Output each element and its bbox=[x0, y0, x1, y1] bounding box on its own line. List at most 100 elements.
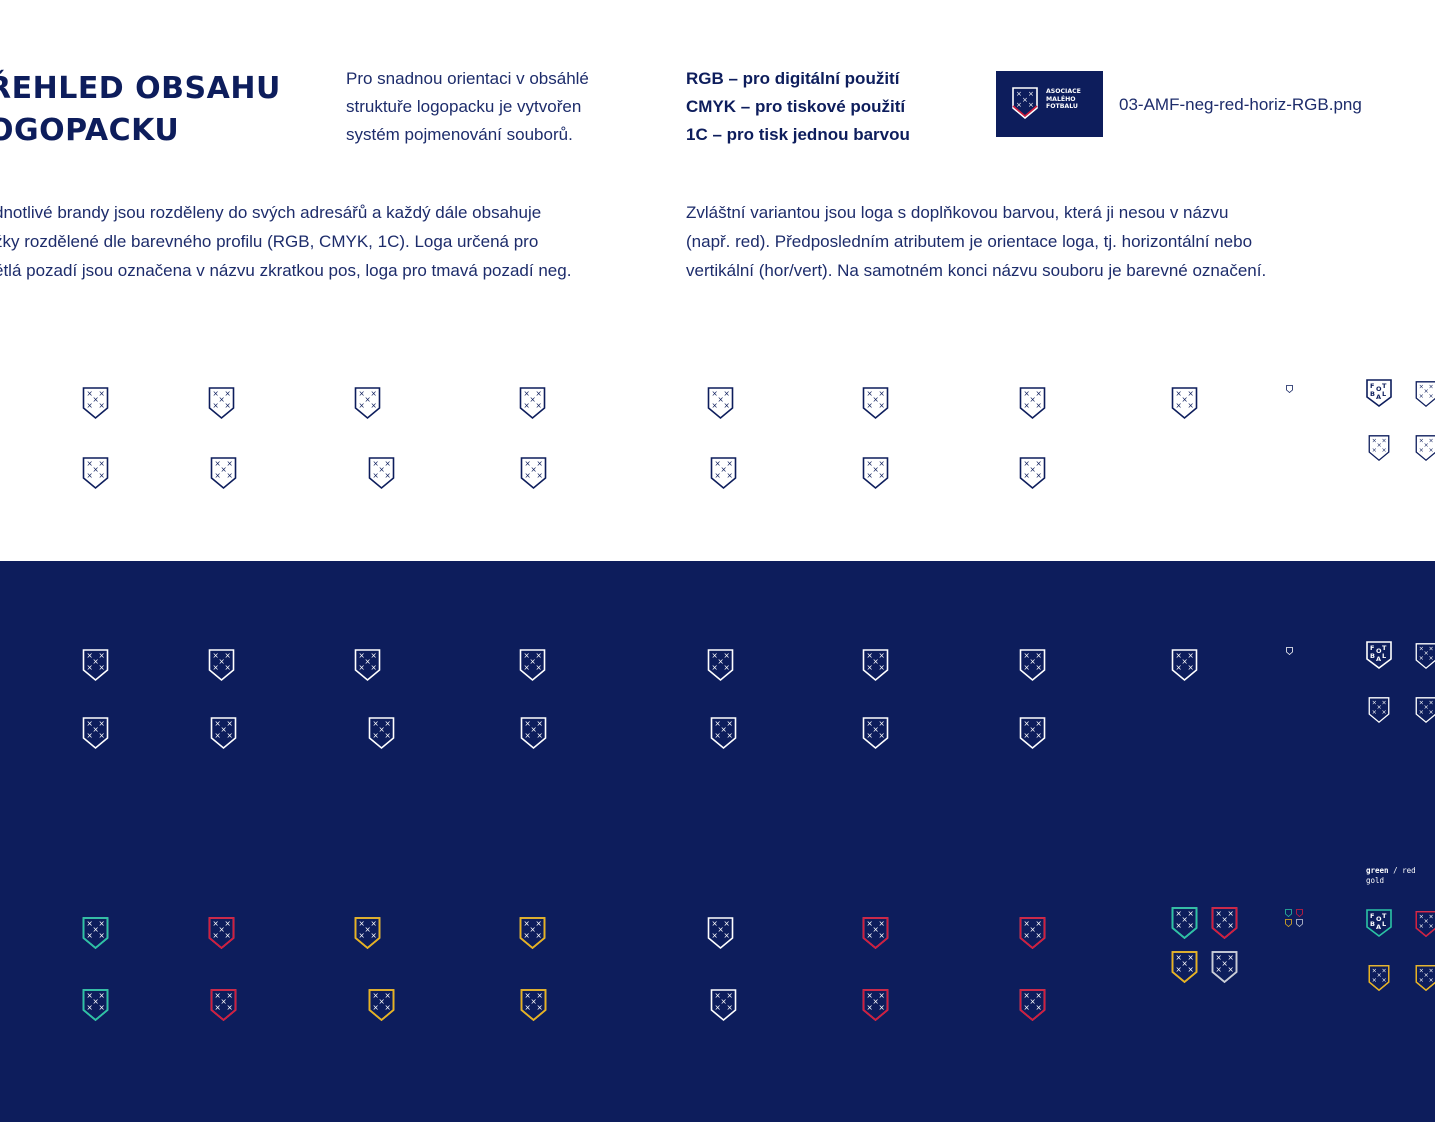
svg-text:×: × bbox=[373, 459, 379, 468]
svg-text:×: × bbox=[1036, 931, 1042, 940]
svg-text:×: × bbox=[215, 991, 221, 1000]
svg-text:T: T bbox=[1382, 644, 1387, 652]
page-title: ŘEHLED OBSAHU OGOPACKU bbox=[0, 71, 281, 148]
svg-text:×: × bbox=[1428, 447, 1433, 454]
svg-text:×: × bbox=[215, 719, 221, 728]
shield-icon: × ××× × bbox=[1019, 457, 1046, 490]
svg-text:×: × bbox=[213, 401, 219, 410]
svg-text:×: × bbox=[99, 719, 105, 728]
svg-text:×: × bbox=[1036, 471, 1042, 480]
crest-icon: F O TB A L bbox=[1366, 641, 1392, 669]
svg-text:×: × bbox=[99, 991, 105, 1000]
svg-text:×: × bbox=[1176, 651, 1182, 660]
svg-text:×: × bbox=[724, 401, 730, 410]
shield-icon: × ××× × bbox=[1211, 951, 1238, 984]
svg-text:×: × bbox=[721, 997, 727, 1006]
svg-text:×: × bbox=[712, 919, 718, 928]
svg-text:×: × bbox=[530, 395, 536, 404]
shield-icon: × ××× × bbox=[354, 387, 381, 420]
svg-text:×: × bbox=[1372, 699, 1377, 706]
svg-text:×: × bbox=[1419, 437, 1424, 444]
svg-text:×: × bbox=[1377, 704, 1382, 711]
svg-text:×: × bbox=[1036, 663, 1042, 672]
svg-text:×: × bbox=[867, 731, 873, 740]
svg-text:×: × bbox=[537, 471, 543, 480]
svg-text:×: × bbox=[373, 991, 379, 1000]
svg-text:×: × bbox=[225, 389, 231, 398]
svg-text:×: × bbox=[87, 991, 93, 1000]
svg-text:×: × bbox=[537, 719, 543, 728]
svg-text:×: × bbox=[721, 725, 727, 734]
mini-shield-icon bbox=[1296, 919, 1303, 928]
shield-icon: × ××× × bbox=[210, 989, 237, 1022]
svg-text:×: × bbox=[99, 651, 105, 660]
sample-logo-text: ASOCIACE MALÉHO FOTBALU bbox=[1046, 88, 1081, 110]
svg-text:×: × bbox=[87, 459, 93, 468]
altern-green-label: green bbox=[1366, 866, 1389, 875]
shield-icon: × ××× × bbox=[1019, 917, 1046, 950]
svg-text:×: × bbox=[867, 991, 873, 1000]
svg-text:×: × bbox=[385, 471, 391, 480]
svg-text:×: × bbox=[1419, 645, 1424, 652]
color-profiles: RGB – pro digitální použití CMYK – pro t… bbox=[686, 69, 910, 144]
svg-text:×: × bbox=[715, 1003, 721, 1012]
svg-text:×: × bbox=[715, 991, 721, 1000]
column-sublabel-altern: green / red gold bbox=[1366, 866, 1416, 885]
shield-icon: × ××× × bbox=[82, 457, 109, 490]
svg-text:×: × bbox=[219, 395, 225, 404]
svg-text:×: × bbox=[867, 719, 873, 728]
svg-text:×: × bbox=[873, 997, 879, 1006]
svg-text:×: × bbox=[536, 919, 542, 928]
svg-text:×: × bbox=[1036, 719, 1042, 728]
svg-text:×: × bbox=[359, 401, 365, 410]
svg-text:×: × bbox=[213, 389, 219, 398]
svg-text:×: × bbox=[1419, 709, 1424, 716]
svg-text:×: × bbox=[867, 401, 873, 410]
svg-text:×: × bbox=[87, 401, 93, 410]
svg-text:×: × bbox=[536, 389, 542, 398]
svg-text:×: × bbox=[1188, 965, 1194, 974]
svg-text:×: × bbox=[1222, 915, 1228, 924]
svg-text:O: O bbox=[1376, 385, 1382, 393]
shield-icon: × ××× × bbox=[82, 387, 109, 420]
svg-text:×: × bbox=[1030, 925, 1036, 934]
svg-text:×: × bbox=[227, 471, 233, 480]
svg-text:A: A bbox=[1376, 923, 1381, 931]
svg-text:×: × bbox=[385, 731, 391, 740]
svg-text:×: × bbox=[1030, 725, 1036, 734]
svg-text:×: × bbox=[873, 725, 879, 734]
svg-text:×: × bbox=[524, 931, 530, 940]
shield-icon: × ××× × bbox=[354, 917, 381, 950]
mini-shield-icon bbox=[1285, 909, 1292, 918]
shield-icon: × ××× × bbox=[710, 457, 737, 490]
svg-text:×: × bbox=[215, 731, 221, 740]
svg-text:×: × bbox=[1022, 96, 1028, 104]
svg-text:×: × bbox=[537, 1003, 543, 1012]
svg-text:×: × bbox=[525, 459, 531, 468]
svg-text:×: × bbox=[1381, 447, 1386, 454]
svg-text:O: O bbox=[1376, 647, 1382, 655]
svg-text:×: × bbox=[1424, 704, 1429, 711]
svg-text:×: × bbox=[1381, 709, 1386, 716]
shield-icon: × ××× × bbox=[1368, 697, 1390, 724]
svg-text:×: × bbox=[1036, 401, 1042, 410]
shield-icon: × ××× × bbox=[1019, 649, 1046, 682]
svg-text:×: × bbox=[1182, 395, 1188, 404]
shield-icon: × ××× × bbox=[519, 387, 546, 420]
svg-text:×: × bbox=[87, 663, 93, 672]
svg-text:×: × bbox=[1176, 401, 1182, 410]
svg-text:×: × bbox=[93, 657, 99, 666]
svg-text:B: B bbox=[1370, 920, 1375, 928]
svg-text:×: × bbox=[1024, 389, 1030, 398]
svg-text:×: × bbox=[1428, 709, 1433, 716]
shield-icon: × ××× × bbox=[82, 717, 109, 750]
svg-text:×: × bbox=[531, 465, 537, 474]
shield-icon: × ××× × bbox=[520, 989, 547, 1022]
svg-text:×: × bbox=[373, 719, 379, 728]
mini-shield-icon bbox=[1285, 919, 1292, 928]
svg-text:×: × bbox=[1424, 650, 1429, 657]
svg-text:×: × bbox=[93, 997, 99, 1006]
svg-text:×: × bbox=[873, 395, 879, 404]
svg-text:×: × bbox=[385, 1003, 391, 1012]
svg-text:×: × bbox=[87, 471, 93, 480]
